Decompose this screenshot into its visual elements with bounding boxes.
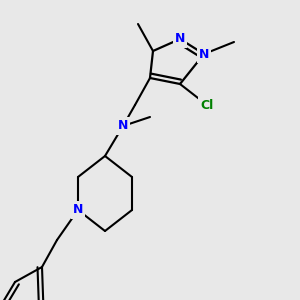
Text: N: N	[73, 203, 83, 217]
Text: Cl: Cl	[200, 98, 214, 112]
Text: N: N	[118, 119, 128, 133]
Text: N: N	[175, 32, 185, 46]
Text: N: N	[199, 47, 209, 61]
